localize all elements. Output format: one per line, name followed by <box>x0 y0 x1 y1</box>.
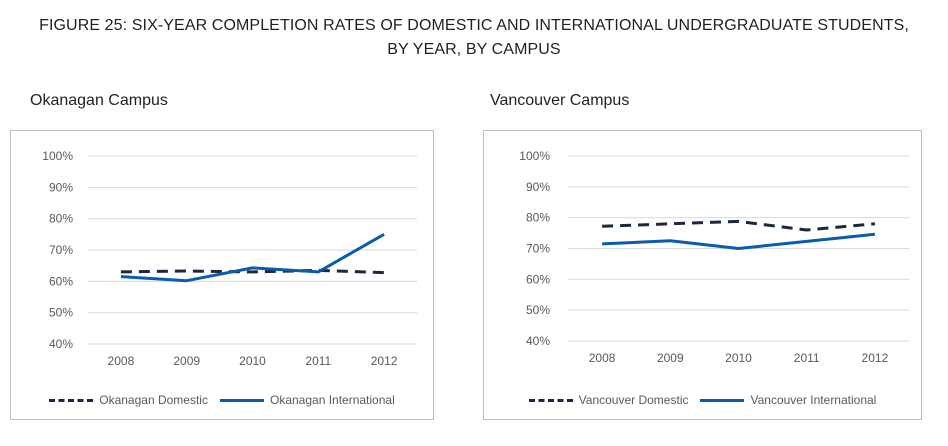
okanagan-chart: 100% 90% 80% 70% 60% 50% 40% 2008 2009 2010 2011 20… <box>10 130 434 420</box>
series-line-international <box>602 232 876 250</box>
vancouver-chart-title: Vancouver Campus <box>490 92 630 109</box>
vancouver-legend: Vancouver Domestic Vancouver Internation… <box>484 393 921 407</box>
y-tick-label: 40% <box>49 337 73 351</box>
legend-label: Okanagan Domestic <box>99 393 208 407</box>
y-tick-label: 40% <box>526 334 550 348</box>
legend-item-vancouver-international: Vancouver International <box>700 393 876 407</box>
legend-item-okanagan-international: Okanagan International <box>219 393 395 407</box>
y-tick-label: 50% <box>49 306 73 320</box>
y-tick-label: 90% <box>49 180 73 194</box>
x-tick-label: 2008 <box>108 354 135 368</box>
legend-swatch-dashed <box>49 398 94 402</box>
y-tick-label: 80% <box>49 212 73 226</box>
legend-label: Vancouver Domestic <box>578 393 689 407</box>
vancouver-chart: 100% 90% 80% 70% 60% 50% 40% 2008 2009 2010 2011 20… <box>483 130 922 420</box>
figure-title-line-1: FIGURE 25: SIX-YEAR COMPLETION RATES OF … <box>39 17 909 34</box>
y-tick-label: 100% <box>42 149 73 163</box>
x-tick-label: 2009 <box>657 351 684 365</box>
okanagan-legend: Okanagan Domestic Okanagan International <box>11 393 433 407</box>
vancouver-chart-plot: 100% 90% 80% 70% 60% 50% 40% 2008 2009 2010 2011 20… <box>519 149 909 365</box>
legend-label: Okanagan International <box>269 393 395 407</box>
figure-title: FIGURE 25: SIX-YEAR COMPLETION RATES OF … <box>0 14 948 62</box>
y-tick-label: 90% <box>526 180 550 194</box>
y-tick-label: 70% <box>526 242 550 256</box>
x-tick-label: 2011 <box>305 354 331 368</box>
okanagan-chart-plot: 100% 90% 80% 70% 60% 50% 40% 2008 2009 2010 2011 20… <box>42 149 417 368</box>
y-tick-label: 60% <box>49 274 73 288</box>
y-tick-label: 100% <box>519 149 550 163</box>
figure-title-line-2: BY YEAR, BY CAMPUS <box>387 41 561 58</box>
x-tick-label: 2009 <box>173 354 200 368</box>
y-tick-label: 70% <box>49 243 73 257</box>
legend-swatch-solid <box>700 398 745 402</box>
x-tick-label: 2008 <box>589 351 616 365</box>
x-tick-label: 2010 <box>239 354 266 368</box>
series-line-domestic <box>602 219 876 232</box>
legend-label: Vancouver International <box>750 393 877 407</box>
okanagan-chart-title: Okanagan Campus <box>30 92 168 109</box>
y-tick-label: 50% <box>526 303 550 317</box>
legend-item-okanagan-domestic: Okanagan Domestic <box>49 393 208 407</box>
series-line-international <box>120 232 385 283</box>
x-tick-label: 2012 <box>371 354 398 368</box>
legend-item-vancouver-domestic: Vancouver Domestic <box>528 393 689 407</box>
x-tick-label: 2010 <box>725 351 752 365</box>
legend-swatch-dashed <box>528 398 573 402</box>
y-tick-label: 60% <box>526 272 550 286</box>
x-tick-label: 2011 <box>794 351 820 365</box>
x-tick-label: 2012 <box>862 351 889 365</box>
y-tick-label: 80% <box>526 211 550 225</box>
legend-swatch-solid <box>219 398 264 402</box>
series-line-domestic <box>120 268 385 275</box>
